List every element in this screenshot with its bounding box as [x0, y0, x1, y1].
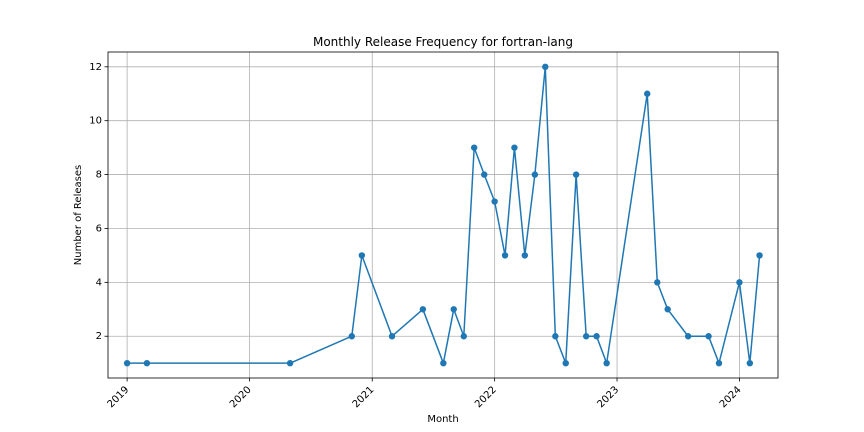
data-point: [593, 333, 600, 340]
data-point: [286, 359, 294, 367]
y-gridlines: [108, 66, 778, 337]
plot-frame: [107, 51, 779, 379]
data-point: [654, 279, 661, 286]
data-point: [603, 359, 610, 367]
data-point: [123, 359, 131, 367]
series-line-group: [123, 63, 763, 367]
data-point: [450, 306, 457, 313]
data-point: [143, 359, 151, 367]
data-point: [481, 171, 488, 178]
data-point: [491, 198, 498, 205]
data-point: [582, 333, 590, 340]
data-point: [664, 306, 671, 313]
x-axis-label: Month: [427, 414, 458, 425]
data-point: [644, 90, 651, 97]
y-axis-ticks: 2 4 6 8 10 12: [89, 62, 108, 342]
y-tick-label: 4: [96, 277, 102, 288]
data-point: [715, 359, 723, 367]
data-point: [358, 252, 366, 259]
data-point: [460, 333, 467, 340]
y-tick-label: 12: [89, 62, 102, 73]
data-point: [521, 252, 529, 259]
data-point: [388, 333, 396, 340]
chart-title: Monthly Release Frequency for fortran-la…: [313, 35, 573, 49]
data-point: [419, 306, 427, 313]
y-tick-label: 2: [96, 331, 102, 342]
data-point: [756, 252, 763, 259]
y-tick-label: 6: [96, 223, 102, 234]
data-point: [552, 333, 559, 340]
x-gridlines: [126, 52, 740, 378]
data-point: [572, 171, 580, 178]
data-point: [501, 252, 509, 259]
data-point: [542, 63, 549, 71]
data-point: [511, 144, 518, 151]
data-point: [531, 171, 539, 178]
data-point: [746, 359, 754, 367]
data-point: [684, 333, 692, 340]
y-tick-label: 10: [89, 116, 102, 127]
y-tick-label: 8: [96, 170, 102, 181]
y-axis-label: Number of Releases: [73, 165, 84, 265]
data-point: [470, 144, 478, 151]
data-point: [705, 333, 712, 340]
data-point: [348, 333, 355, 340]
data-point: [562, 359, 569, 367]
data-point: [736, 279, 743, 286]
data-point: [440, 359, 447, 367]
